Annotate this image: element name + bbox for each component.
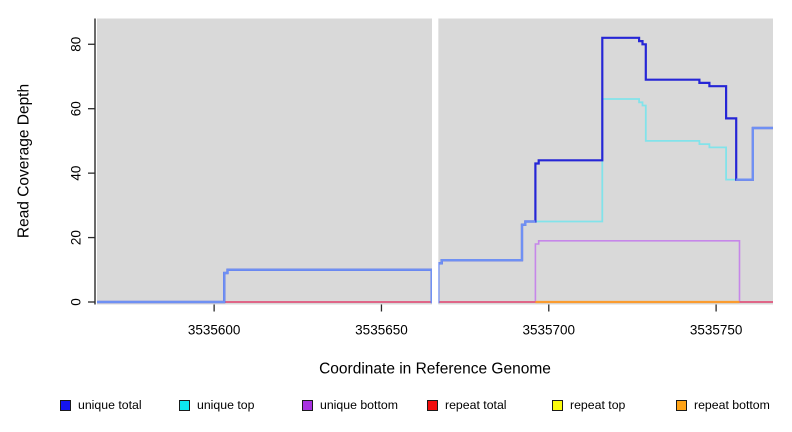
legend: unique total unique top unique bottom repea…	[0, 397, 792, 415]
coverage-gap	[431, 18, 439, 305]
legend-label: repeat top	[570, 398, 626, 412]
legend-swatch-unique-bottom	[302, 399, 313, 411]
legend-swatch-unique-total	[60, 399, 71, 411]
x-tick-label: 3535700	[523, 323, 576, 338]
x-tick-label: 3535750	[690, 323, 743, 338]
y-axis-title: Read Coverage Depth	[16, 84, 33, 238]
y-tick-label: 60	[69, 101, 84, 116]
legend-swatch-repeat-total	[427, 399, 438, 411]
legend-item-repeat-total: repeat total	[427, 397, 507, 413]
legend-swatch-repeat-top	[552, 399, 563, 411]
x-axis-title: Coordinate in Reference Genome	[319, 361, 551, 378]
legend-item-repeat-top: repeat top	[552, 397, 625, 413]
coverage-gap-layer	[431, 18, 439, 305]
y-tick-label: 20	[69, 230, 84, 245]
legend-item-unique-total: unique total	[60, 397, 142, 413]
legend-item-unique-top: unique top	[179, 397, 254, 413]
legend-swatch-unique-top	[179, 399, 190, 411]
y-tick-label: 80	[69, 37, 84, 52]
legend-label: repeat bottom	[694, 398, 770, 412]
legend-label: unique top	[197, 398, 255, 412]
legend-label: unique bottom	[320, 398, 398, 412]
legend-label: unique total	[78, 398, 142, 412]
y-tick-label: 40	[69, 166, 84, 181]
x-tick-label: 3535600	[188, 323, 241, 338]
x-tick-label: 3535650	[355, 323, 408, 338]
legend-item-repeat-bottom: repeat bottom	[676, 397, 770, 413]
y-tick-label: 0	[69, 298, 84, 306]
legend-label: repeat total	[445, 398, 507, 412]
legend-item-unique-bottom: unique bottom	[302, 397, 398, 413]
axis-layer: 3535600 3535650 3535700 3535750 0 20 40 60 80	[69, 18, 743, 338]
series-line-unique-bottom	[97, 240, 773, 303]
legend-swatch-repeat-bottom	[676, 399, 687, 411]
